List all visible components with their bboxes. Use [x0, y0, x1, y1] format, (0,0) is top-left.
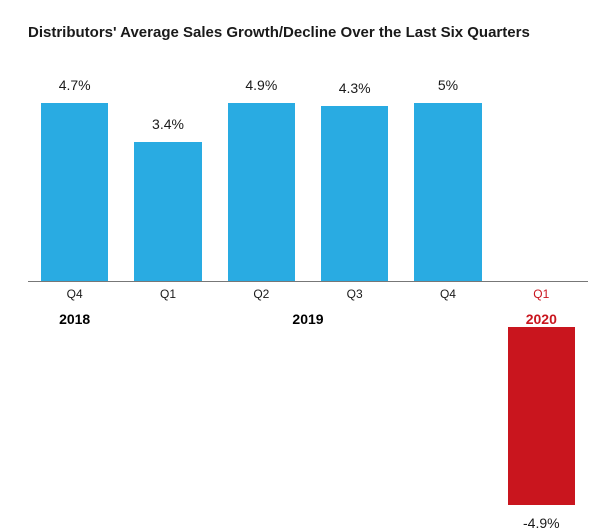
quarter-label: Q1	[495, 287, 588, 305]
bar	[228, 103, 295, 281]
bar	[414, 103, 481, 281]
quarter-label: Q2	[215, 287, 308, 305]
quarter-label: Q4	[401, 287, 494, 305]
plot-area: 4.7%3.4%4.9%4.3%5% Q4Q1Q2Q3Q4Q1 20182019…	[28, 77, 588, 531]
bar	[134, 142, 201, 281]
year-label: 2020	[495, 311, 588, 327]
quarter-label: Q4	[28, 287, 121, 305]
bar	[321, 106, 388, 281]
bar-value-label: 5%	[438, 77, 458, 93]
year-label: 2019	[121, 311, 494, 327]
quarter-label: Q3	[308, 287, 401, 305]
quarter-label: Q1	[121, 287, 214, 305]
chart-title: Distributors' Average Sales Growth/Decli…	[28, 24, 588, 41]
year-label: 2018	[28, 311, 121, 327]
negative-region: -4.9%	[28, 327, 588, 531]
positive-region: 4.7% 3.4% 4.9% 4.3% 5%	[28, 77, 588, 281]
bar-value-label: 4.7%	[59, 77, 91, 93]
bar	[41, 103, 108, 281]
bar-value-label: -4.9%	[523, 515, 560, 531]
bar	[508, 327, 575, 505]
bar-value-label: 4.9%	[245, 77, 277, 93]
quarter-axis: Q4Q1Q2Q3Q4Q1	[28, 287, 588, 305]
year-axis: 201820192020	[28, 311, 588, 327]
zero-axis	[28, 281, 588, 282]
sales-growth-chart: Distributors' Average Sales Growth/Decli…	[0, 0, 616, 526]
bar-value-label: 4.3%	[339, 80, 371, 96]
bar-value-label: 3.4%	[152, 116, 184, 132]
